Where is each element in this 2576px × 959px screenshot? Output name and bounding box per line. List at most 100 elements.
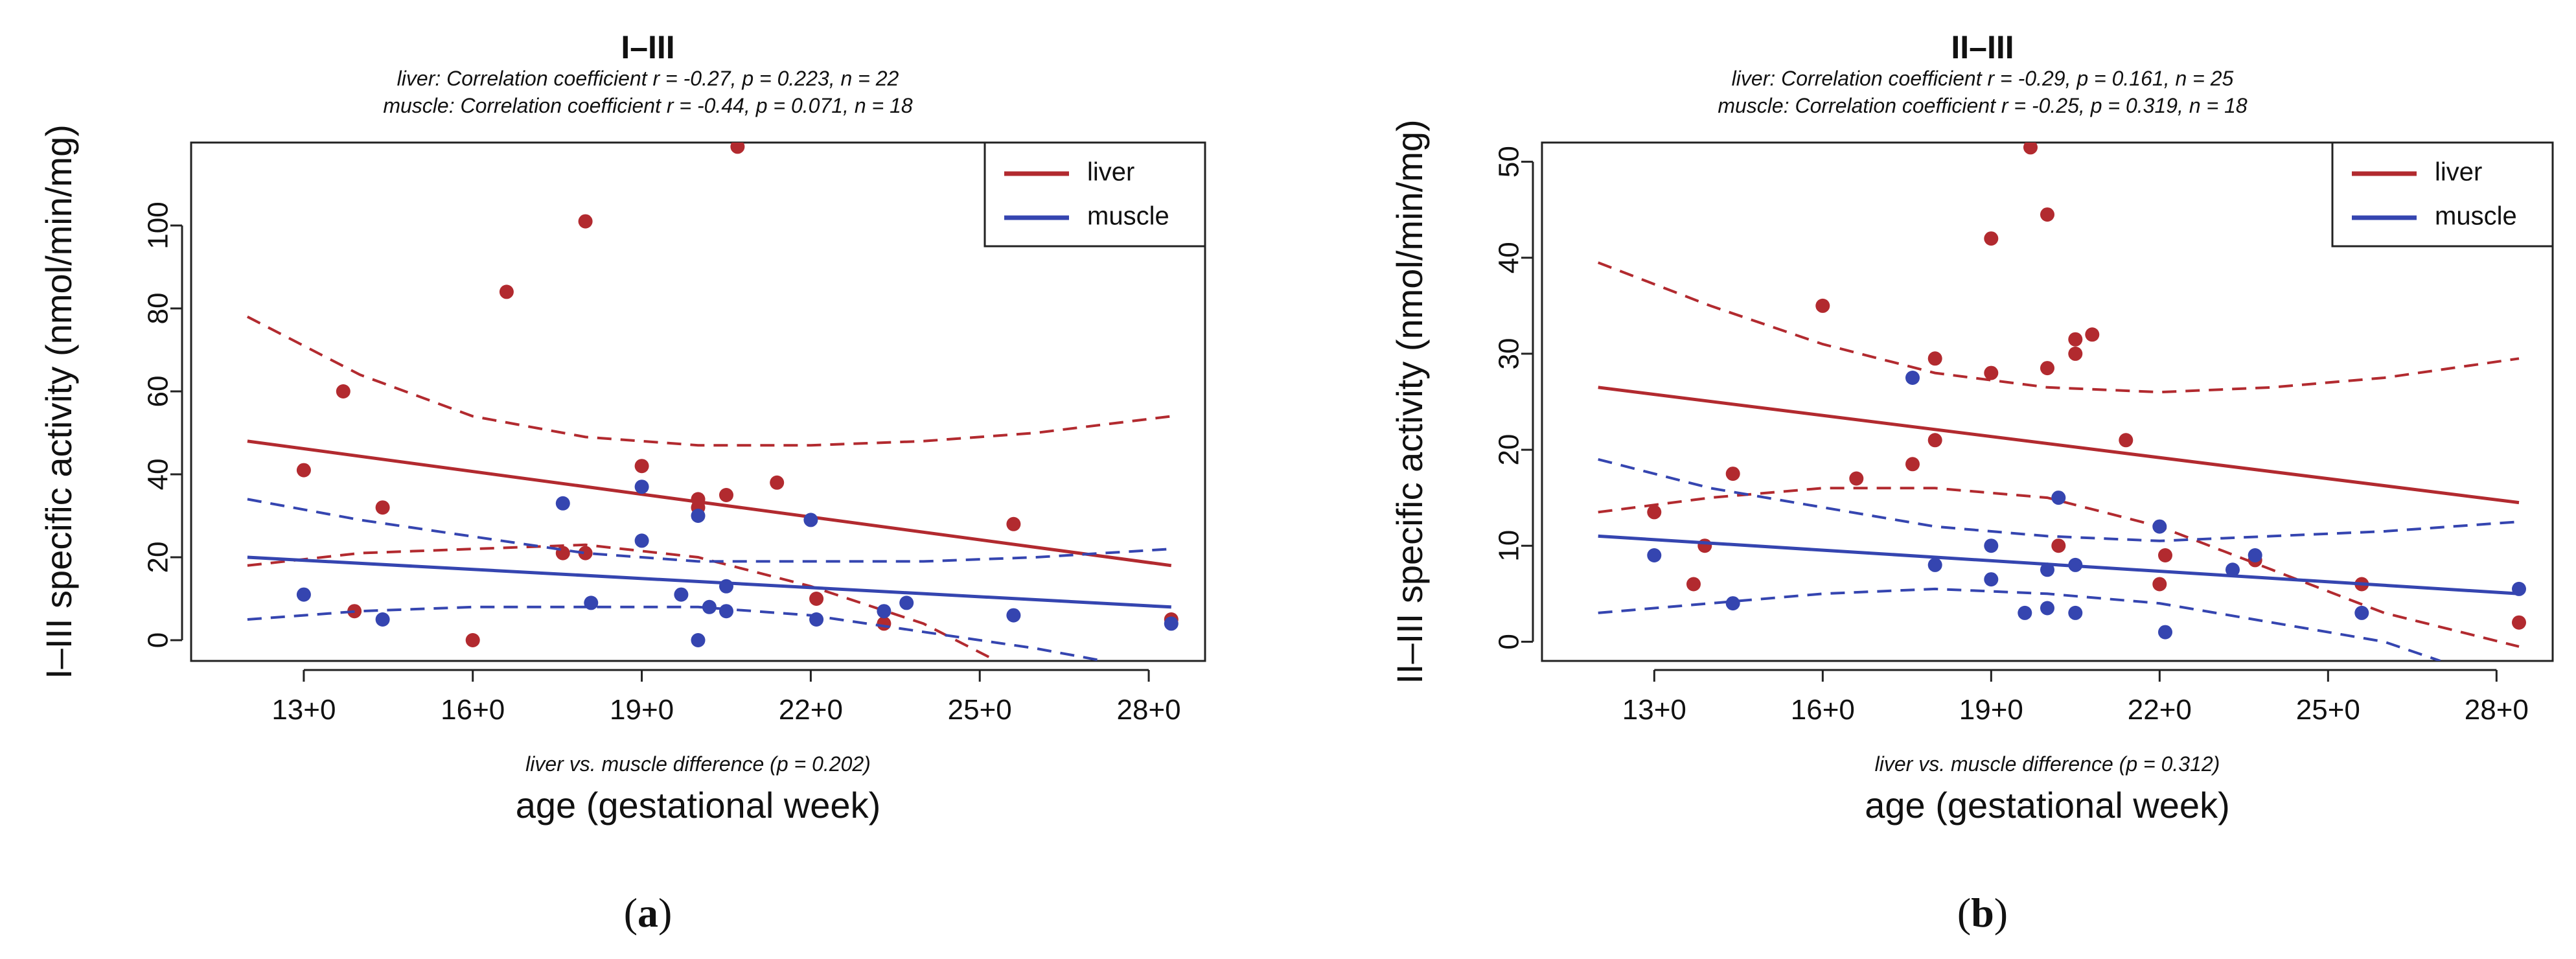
muscle-point	[1006, 608, 1021, 623]
panel-letter: a	[638, 890, 658, 936]
y-tick-label: 80	[143, 293, 174, 325]
muscle-point	[691, 633, 706, 647]
liver-point	[578, 214, 593, 229]
legend-label-muscle: muscle	[1087, 202, 1169, 231]
y-axis-label: II–III specific activity (nmol/min/mg)	[1389, 119, 1430, 684]
liver-point	[2023, 143, 2038, 155]
y-tick-label: 10	[1493, 530, 1525, 562]
y-tick-label: 40	[1493, 242, 1525, 273]
liver-point	[336, 384, 351, 399]
series-muscle	[1598, 371, 2526, 661]
legend: liver muscle	[2331, 141, 2554, 248]
y-tick-label: 50	[1493, 146, 1525, 178]
muscle-point	[719, 579, 733, 594]
muscle-point	[2248, 548, 2262, 562]
liver-point	[2085, 327, 2100, 342]
x-tick-label: 16+0	[441, 694, 505, 726]
muscle-point	[2068, 605, 2083, 620]
muscle-point	[1905, 371, 1920, 385]
x-axis-label: age (gestational week)	[516, 785, 880, 826]
muscle-point	[719, 604, 733, 619]
panel-label: (b)	[1957, 890, 2008, 936]
liver-point	[1927, 433, 1942, 448]
chart-title: II–III	[1951, 29, 2014, 65]
y-tick-label: 0	[143, 632, 174, 648]
muscle-point	[1725, 596, 1740, 611]
liver-point	[1984, 365, 1999, 380]
muscle-point	[691, 509, 706, 523]
muscle-point	[584, 595, 599, 610]
muscle-ci-lower	[1598, 587, 2441, 661]
x-tick-label: 28+0	[1117, 694, 1181, 726]
chart-subtitle-line: muscle: Correlation coefficient r = -0.4…	[383, 94, 913, 117]
y-tick-label: 100	[143, 202, 174, 249]
x-tick-label: 13+0	[1622, 694, 1686, 726]
liver-point	[1697, 538, 1712, 553]
muscle-point	[2512, 581, 2526, 596]
panel-label: (a)	[624, 890, 673, 936]
x-axis-label: age (gestational week)	[1865, 785, 2229, 826]
liver-point	[2040, 207, 2054, 222]
muscle-fit-line	[1598, 534, 2520, 595]
muscle-ci-upper	[1598, 457, 2520, 542]
muscle-point	[296, 587, 311, 602]
legend-label-liver: liver	[2435, 158, 2482, 187]
liver-fit-line	[1598, 386, 2520, 505]
liver-point	[877, 616, 891, 631]
liver-point	[2040, 361, 2054, 376]
y-tick-label: 20	[1493, 434, 1525, 466]
y-tick-label: 60	[143, 376, 174, 408]
liver-point	[2158, 548, 2172, 562]
muscle-point	[702, 599, 717, 614]
x-tick-label: 22+0	[779, 694, 843, 726]
legend-label-liver: liver	[1087, 158, 1134, 187]
liver-point	[1849, 471, 1864, 486]
muscle-point	[2354, 605, 2369, 620]
legend-box	[983, 141, 1206, 248]
x-tick-label: 16+0	[1791, 694, 1855, 726]
muscle-point	[2051, 491, 2066, 505]
series-muscle	[247, 480, 1179, 661]
liver-ci-upper	[1597, 261, 2520, 394]
y-tick-label: 0	[1493, 634, 1525, 649]
muscle-point	[1927, 557, 1942, 572]
liver-point	[719, 488, 733, 502]
muscle-fit-line	[247, 555, 1171, 609]
liver-point	[499, 284, 514, 299]
liver-point	[1815, 298, 1830, 313]
chart-title: I–III	[621, 29, 674, 65]
plot-frame	[190, 141, 1206, 662]
x-tick-label: 22+0	[2128, 694, 2192, 726]
liver-point	[296, 463, 311, 478]
liver-point	[1725, 467, 1740, 481]
liver-point	[634, 459, 649, 474]
muscle-point	[2152, 519, 2167, 534]
legend-box	[2331, 141, 2554, 248]
chart-subtitle-line: liver: Correlation coefficient r = -0.27…	[397, 67, 899, 90]
muscle-point	[1984, 538, 1999, 553]
muscle-ci-lower	[247, 605, 1104, 661]
muscle-point	[1984, 572, 1999, 587]
muscle-point	[2158, 625, 2172, 640]
difference-note: liver vs. muscle difference (p = 0.312)	[1875, 752, 2220, 776]
muscle-point	[375, 612, 390, 627]
chart-subtitle-line: muscle: Correlation coefficient r = -0.2…	[1718, 94, 2248, 117]
y-tick-label: 20	[143, 542, 174, 573]
liver-point	[2152, 577, 2167, 592]
liver-point	[1984, 231, 1999, 246]
liver-point	[2068, 332, 2083, 347]
plot-area	[246, 143, 1179, 661]
muscle-point	[899, 595, 914, 610]
legend: liver muscle	[983, 141, 1206, 248]
liver-ci-upper	[246, 316, 1172, 447]
liver-point	[1905, 457, 1920, 472]
muscle-point	[803, 513, 818, 527]
muscle-point	[877, 604, 891, 619]
liver-point	[2512, 615, 2526, 630]
legend-label-muscle: muscle	[2435, 202, 2517, 231]
panel-letter: b	[1971, 890, 1994, 936]
y-tick-label: 40	[143, 459, 174, 491]
y-tick-label: 30	[1493, 338, 1525, 369]
